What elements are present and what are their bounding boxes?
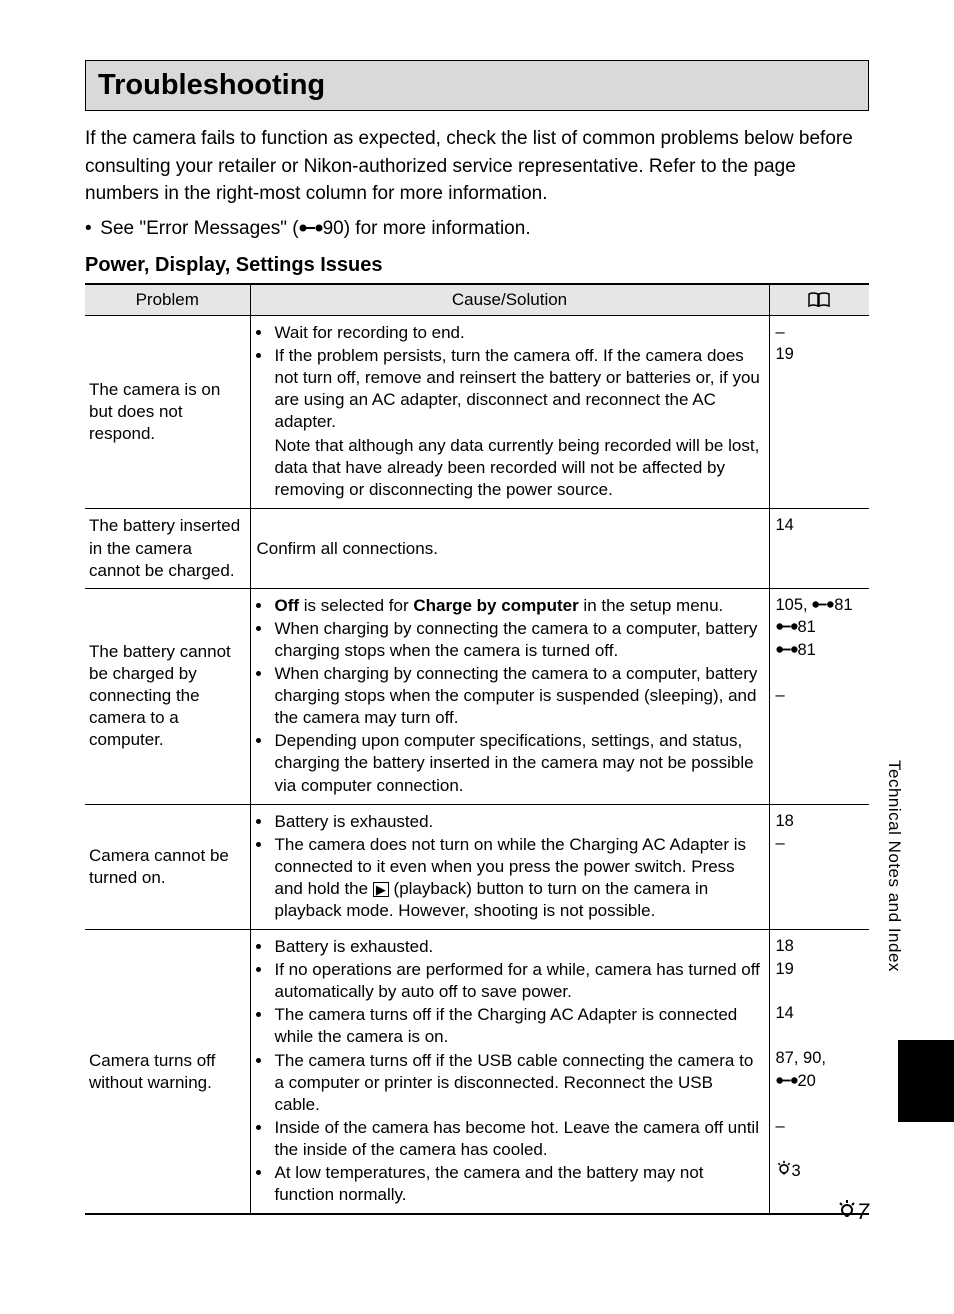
table-row: The battery cannot be charged by connect… (85, 588, 869, 804)
cause-cell: Battery is exhausted.The camera does not… (250, 804, 769, 929)
cause-cell: Wait for recording to end.If the problem… (250, 315, 769, 509)
table-row: The camera is on but does not respond.Wa… (85, 315, 869, 509)
cause-cell: Confirm all connections. (250, 509, 769, 588)
cause-item: Inside of the camera has become hot. Lea… (273, 1117, 763, 1161)
problem-cell: The camera is on but does not respond. (85, 315, 250, 509)
cause-item: Battery is exhausted. (273, 811, 763, 833)
title-bar: Troubleshooting (85, 60, 869, 111)
see-ref-num: 90 (323, 218, 344, 239)
intro-paragraph: If the camera fails to function as expec… (85, 125, 869, 208)
table-row: Camera turns off without warning.Battery… (85, 930, 869, 1215)
reference-cell: –19 (769, 315, 869, 509)
cause-item: Wait for recording to end. (273, 322, 763, 344)
cause-item: Battery is exhausted. (273, 936, 763, 958)
problem-cell: Camera cannot be turned on. (85, 804, 250, 929)
header-cause: Cause/Solution (250, 284, 769, 316)
table-row: The battery inserted in the camera canno… (85, 509, 869, 588)
problem-cell: The battery cannot be charged by connect… (85, 588, 250, 804)
cause-item: At low temperatures, the camera and the … (273, 1162, 763, 1206)
cause-item: When charging by connecting the camera t… (273, 663, 763, 729)
cause-item: When charging by connecting the camera t… (273, 618, 763, 662)
book-icon (808, 290, 830, 309)
reference-icon (812, 596, 834, 614)
cause-item: Off is selected for Charge by computer i… (273, 595, 763, 617)
table-row: Camera cannot be turned on.Battery is ex… (85, 804, 869, 929)
reference-icon (776, 641, 798, 659)
reference-icon (776, 1072, 798, 1090)
cause-item: Depending upon computer specifications, … (273, 730, 763, 796)
reference-cell: 105, 818181 – (769, 588, 869, 804)
reference-icon (776, 618, 798, 636)
header-problem: Problem (85, 284, 250, 316)
see-also-line: • See "Error Messages" (90) for more inf… (85, 218, 869, 240)
cause-item: The camera does not turn on while the Ch… (273, 834, 763, 922)
reference-cell: 14 (769, 509, 869, 588)
header-reference (769, 284, 869, 316)
cause-item: The camera turns off if the Charging AC … (273, 1004, 763, 1048)
see-prefix: See "Error Messages" ( (100, 218, 298, 239)
see-suffix: ) for more information. (344, 218, 531, 239)
cause-cell: Off is selected for Charge by computer i… (250, 588, 769, 804)
cause-cell: Battery is exhausted.If no operations ar… (250, 930, 769, 1215)
problem-cell: Camera turns off without warning. (85, 930, 250, 1215)
reference-icon (299, 221, 323, 238)
troubleshooting-table: Problem Cause/Solution The camera is on … (85, 283, 869, 1216)
side-tab-marker (898, 1040, 954, 1122)
cause-item: If no operations are performed for a whi… (273, 959, 763, 1003)
page-title: Troubleshooting (98, 69, 856, 102)
cause-item: If the problem persists, turn the camera… (273, 345, 763, 502)
reference-cell: 1819 14 87, 90,20 – 3 (769, 930, 869, 1215)
cause-item: The camera turns off if the USB cable co… (273, 1050, 763, 1116)
playback-icon: ▶ (373, 882, 389, 897)
section-heading: Power, Display, Settings Issues (85, 254, 869, 277)
lamp-icon (776, 1162, 792, 1180)
problem-cell: The battery inserted in the camera canno… (85, 509, 250, 588)
reference-cell: 18– (769, 804, 869, 929)
lamp-icon (837, 1199, 857, 1224)
side-tab-label: Technical Notes and Index (884, 760, 904, 972)
page-number: 7 (837, 1199, 869, 1225)
